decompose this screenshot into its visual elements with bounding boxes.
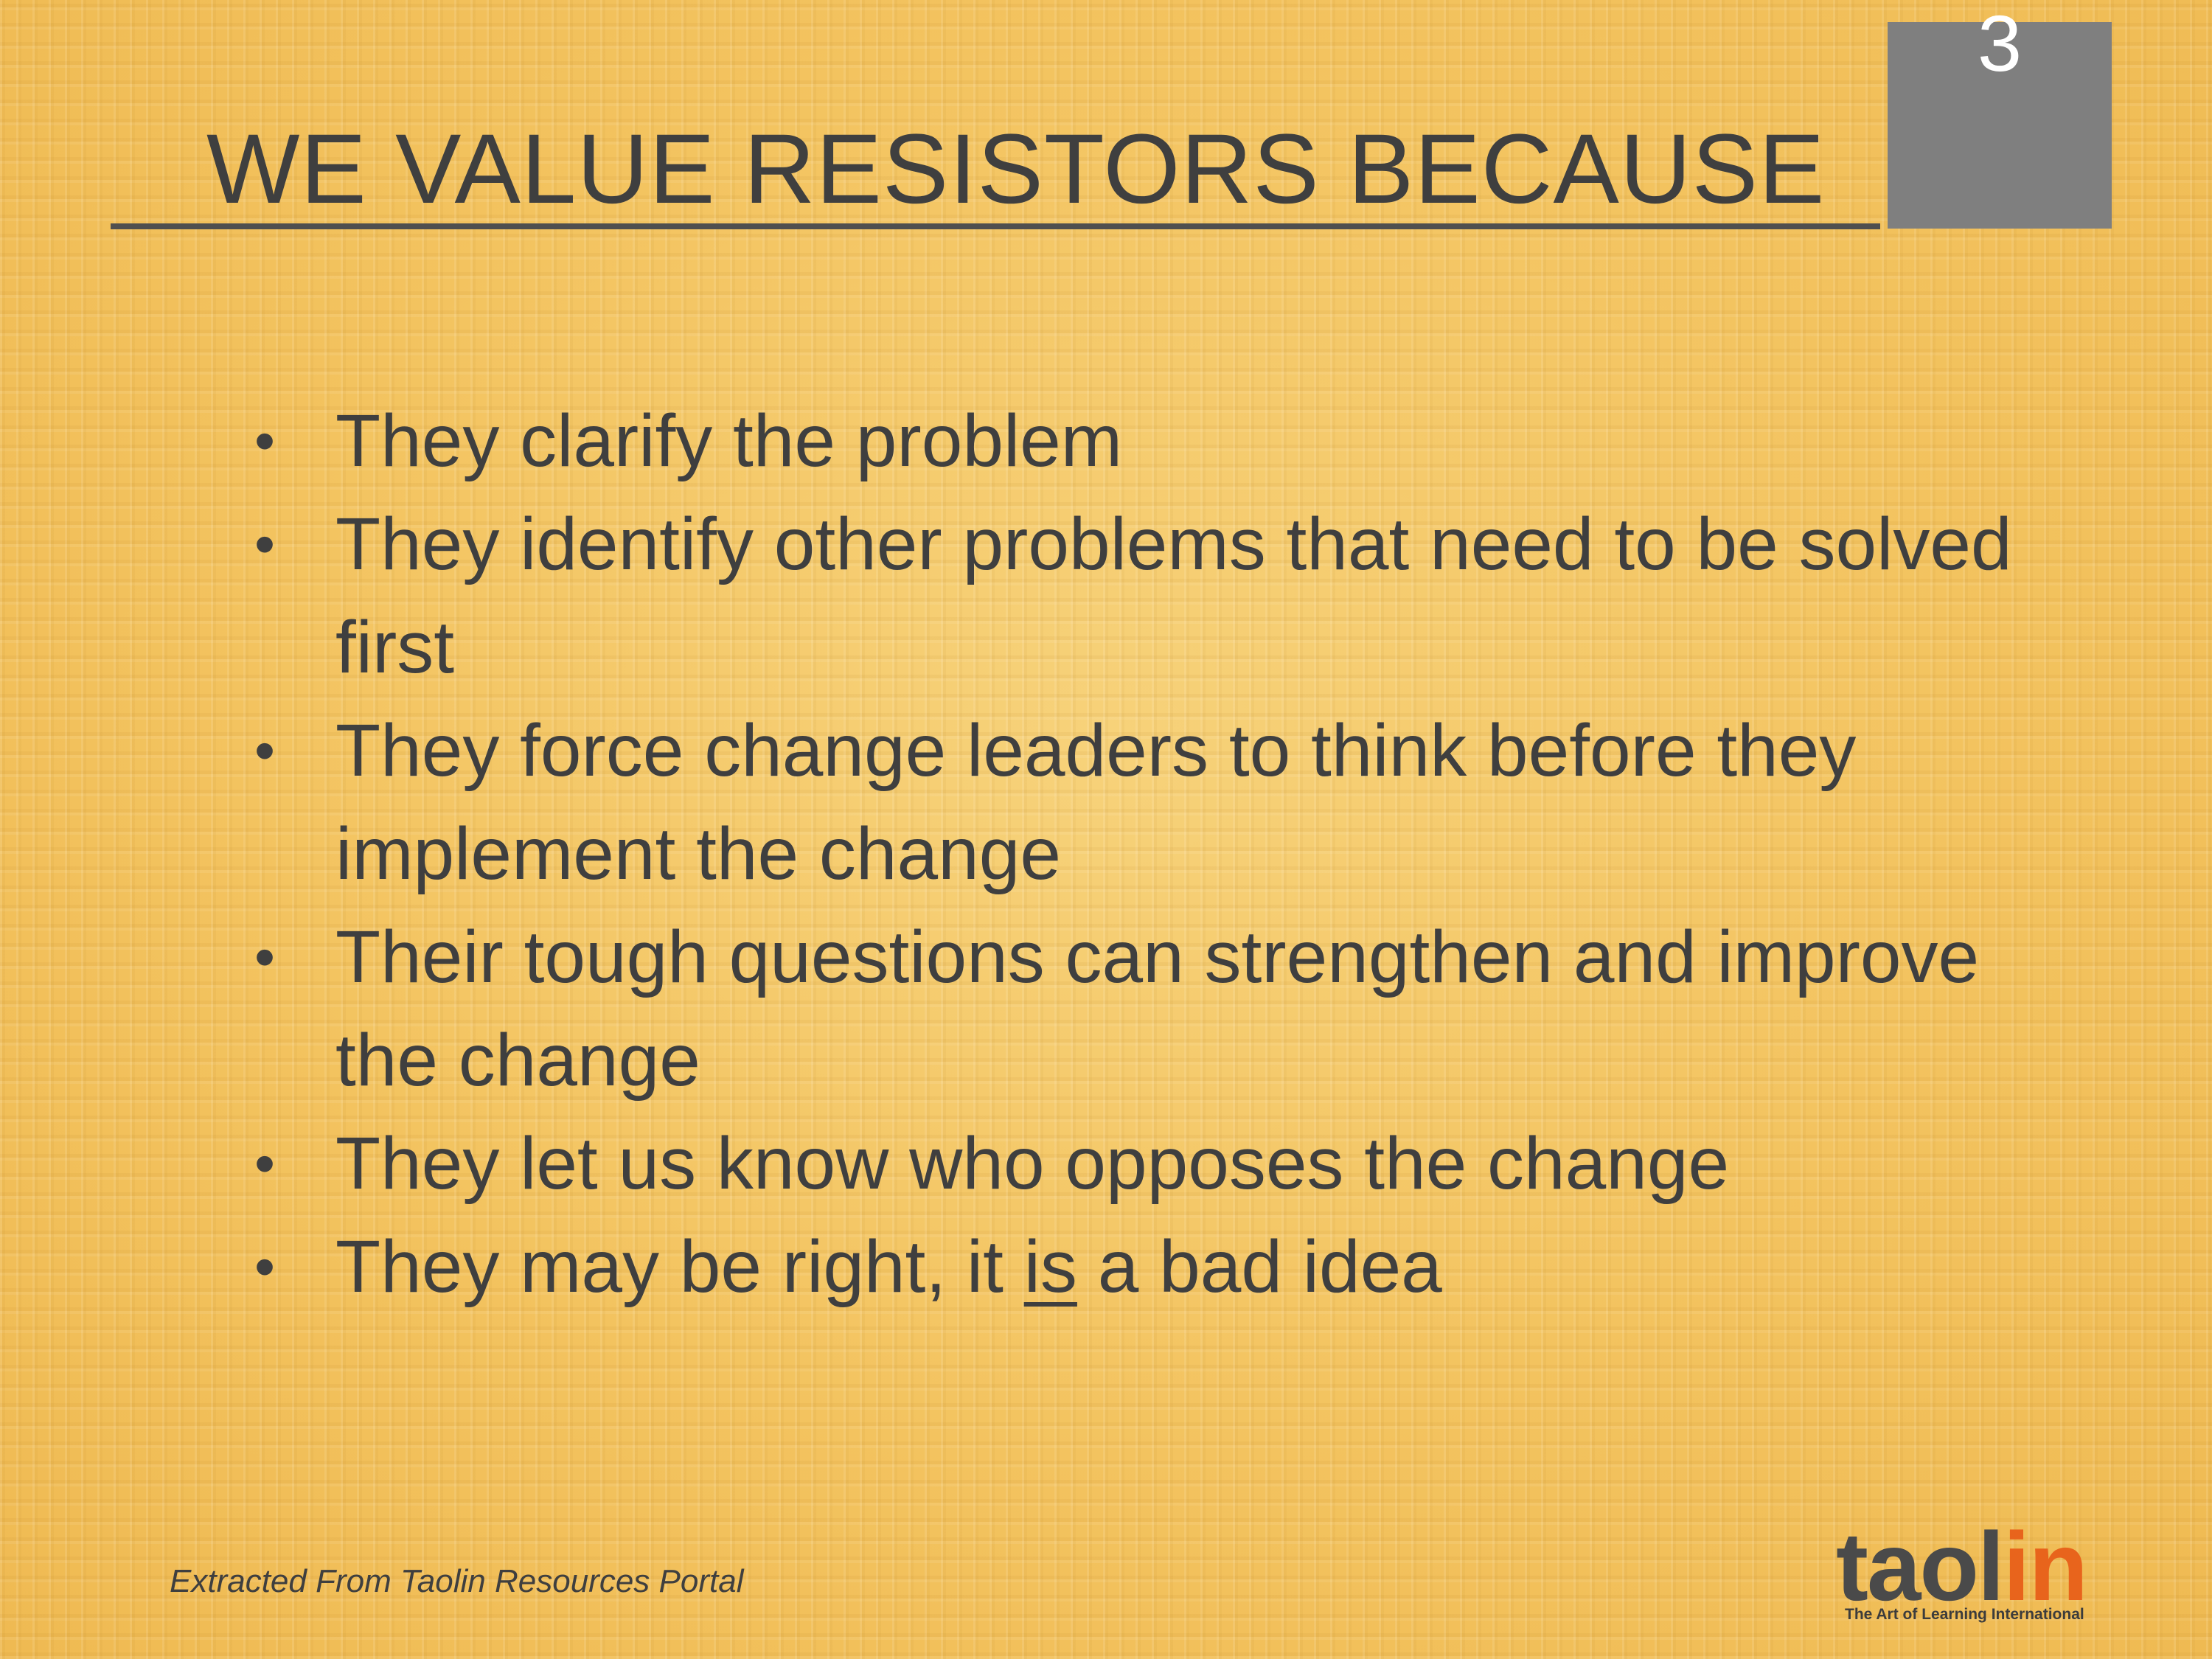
bullet-item: • They may be right, it is a bad idea [254, 1215, 2061, 1318]
bullet-item: • They clarify the problem [254, 389, 2061, 493]
bullet-dot-icon: • [254, 408, 276, 473]
logo-wordmark-accent: in [2003, 1512, 2088, 1621]
bullet-text-tail: a bad idea [1077, 1225, 1442, 1308]
bullet-item: • Their tough questions can strengthen an… [254, 905, 2061, 1112]
bullet-item: • They identify other problems that need … [254, 493, 2061, 699]
bullet-dot-icon: • [254, 511, 276, 577]
bullet-text: They identify other problems that need t… [335, 503, 2012, 689]
bullet-text: They may be right, it [335, 1225, 1024, 1308]
slide-number: 3 [1977, 0, 2023, 88]
bullet-dot-icon: • [254, 1130, 276, 1196]
bullet-list: • They clarify the problem • They identify… [254, 389, 2061, 1318]
bullet-text: They clarify the problem [335, 400, 1123, 482]
taolin-logo: taolin The Art of Learning International [1836, 1515, 2101, 1626]
logo-wordmark-dark: taol [1836, 1512, 2005, 1621]
bullet-text: Their tough questions can strengthen and… [335, 916, 1980, 1102]
bullet-item: • They let us know who opposes the change [254, 1112, 2061, 1215]
bullet-dot-icon: • [254, 924, 276, 990]
footer-source-note: Extracted From Taolin Resources Portal [170, 1563, 744, 1599]
logo-wordmark: taolin [1836, 1512, 2088, 1621]
bullet-text-underlined: is [1023, 1225, 1077, 1308]
bullet-text: They force change leaders to think befor… [335, 709, 1857, 895]
slide-number-box: 3 [1888, 0, 2112, 229]
bullet-dot-icon: • [254, 717, 276, 783]
bullet-dot-icon: • [254, 1234, 276, 1299]
title-underline-rule [111, 223, 1880, 229]
bullet-text: They let us know who opposes the change [335, 1122, 1730, 1205]
bullet-item: • They force change leaders to think befo… [254, 699, 2061, 905]
slide-title: WE VALUE RESISTORS BECAUSE [206, 114, 1826, 224]
logo-tagline: The Art of Learning International [1845, 1606, 2084, 1623]
